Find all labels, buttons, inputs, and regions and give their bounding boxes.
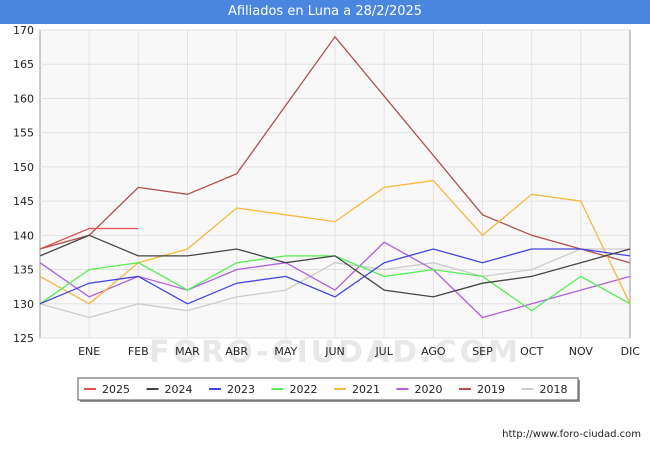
x-tick-label: MAY [274,345,297,358]
legend-label-2020: 2020 [415,383,443,396]
x-tick-label: OCT [520,345,543,358]
x-tick-label: NOV [569,345,594,358]
source-url: http://www.foro-ciudad.com [502,429,641,440]
legend: 2025 2024 2023 2022 2021 2020 2019 2018 [77,377,580,402]
legend-box [77,377,579,401]
y-tick-label: 160 [13,92,34,105]
y-tick-label: 150 [13,161,34,174]
series-line-2024 [39,234,631,298]
x-tick-label: AGO [421,345,446,358]
legend-label-2019: 2019 [477,383,505,396]
line-chart: FORO-CIUDAD.COM 125 130 135 140 145 150 155 160… [13,24,640,402]
x-tick-label: FEB [128,345,149,358]
series-line-2023 [39,248,631,305]
y-tick-label: 165 [13,58,34,71]
x-axis-ticks: ENE FEB MAR ABR MAY JUN JUL AGO SEP OCT NOV DIC [78,345,640,358]
chart-title: Afiliados en Luna a 28/2/2025 [0,0,650,24]
y-tick-label: 140 [13,229,34,242]
watermark: FORO-CIUDAD.COM [149,335,521,370]
y-tick-label: 125 [13,332,34,345]
x-tick-label: ENE [78,345,100,358]
x-tick-label: JUN [324,345,345,358]
series-line-2018 [39,248,630,319]
y-tick-label: 170 [13,24,34,37]
legend-label-2025: 2025 [102,383,130,396]
x-tick-label: ABR [225,345,248,358]
legend-label-2018: 2018 [540,383,568,396]
y-tick-label: 135 [13,264,34,277]
x-tick-label: SEP [472,345,493,358]
legend-label-2024: 2024 [165,383,193,396]
y-tick-label: 145 [13,195,34,208]
legend-label-2023: 2023 [227,383,255,396]
grid [40,29,630,339]
legend-label-2021: 2021 [352,383,380,396]
series-lines [39,35,631,319]
y-tick-label: 155 [13,127,34,140]
x-tick-label: JUL [374,345,393,358]
series-line-2019 [39,35,631,264]
legend-label-2022: 2022 [290,383,318,396]
y-axis-ticks: 125 130 135 140 145 150 155 160 165 170 [13,24,34,345]
series-line-2025 [39,227,139,250]
y-tick-label: 130 [13,298,34,311]
x-tick-label: MAR [175,345,200,358]
x-tick-label: DIC [621,345,641,358]
